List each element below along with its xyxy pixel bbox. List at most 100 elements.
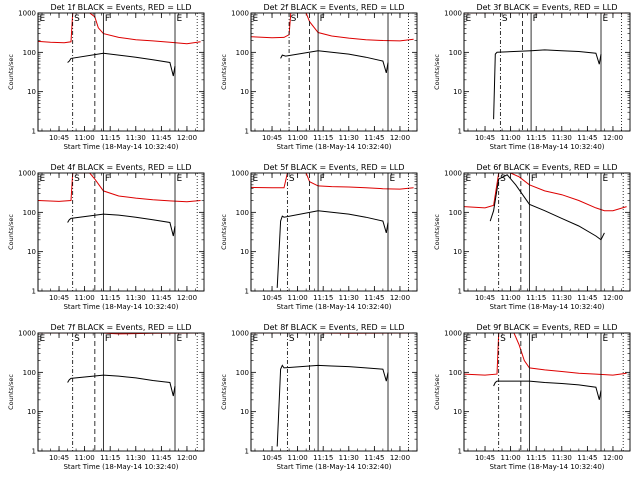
x-tick-label: 11:15 [526, 294, 546, 302]
event-marker-label: E [177, 334, 183, 344]
x-axis-label: Start Time (18-May-14 10:32:40) [276, 303, 391, 311]
x-tick-label: 12:00 [603, 134, 623, 142]
x-tick-label: 10:45 [49, 454, 69, 462]
y-tick-label: 1000 [444, 330, 462, 338]
series-group [251, 173, 414, 288]
y-tick-label: 100 [23, 49, 36, 57]
chart-panel: Det 5f BLACK = Events, RED = LLD Counts/s… [220, 163, 418, 311]
lld-rate-line [464, 173, 627, 212]
x-tick-label: 11:30 [126, 134, 146, 142]
y-tick-label: 10 [240, 408, 249, 416]
x-tick-label: 11:15 [100, 454, 120, 462]
event-rate-line [493, 380, 602, 400]
y-tick-label: 100 [23, 369, 36, 377]
x-tick-label: 11:15 [526, 454, 546, 462]
x-tick-label: 11:30 [126, 454, 146, 462]
y-tick-label: 1 [32, 448, 36, 456]
y-axis-label: Counts/sec [7, 374, 15, 410]
x-tick-label: 11:15 [100, 134, 120, 142]
y-tick-label: 1 [32, 288, 36, 296]
chart-title: Det 6f BLACK = Events, RED = LLD [476, 163, 617, 172]
event-rate-line [67, 213, 176, 237]
y-tick-label: 1000 [444, 10, 462, 18]
y-tick-label: 10 [453, 88, 462, 96]
event-marker-label: E [466, 334, 472, 344]
plot-frame [250, 172, 418, 292]
event-marker-label: S [74, 334, 80, 344]
event-marker-label: E [603, 334, 609, 344]
y-axis-label: Counts/sec [220, 54, 228, 90]
event-marker-label: E [466, 174, 472, 184]
x-axis-label: Start Time (18-May-14 10:32:40) [63, 463, 178, 471]
event-marker-label: F [105, 14, 110, 24]
event-marker-label: E [253, 334, 259, 344]
event-marker-label: E [603, 174, 609, 184]
y-tick-label: 100 [449, 49, 462, 57]
plot-frame [463, 332, 631, 452]
event-marker-label: F [531, 334, 536, 344]
y-tick-label: 10 [27, 248, 36, 256]
event-rate-line [276, 364, 389, 447]
y-axis-label: Counts/sec [220, 214, 228, 250]
x-tick-label: 11:00 [75, 454, 95, 462]
chart-panel: Det 1f BLACK = Events, RED = LLD Counts/s… [7, 3, 205, 151]
event-marker-label: E [177, 174, 183, 184]
y-tick-label: 1000 [18, 10, 36, 18]
y-tick-label: 100 [236, 209, 249, 217]
x-tick-label: 11:30 [339, 454, 359, 462]
event-marker-label: E [253, 174, 259, 184]
lld-rate-line [464, 333, 627, 376]
y-tick-label: 10 [240, 248, 249, 256]
x-tick-label: 12:00 [177, 454, 197, 462]
chart-title: Det 4f BLACK = Events, RED = LLD [50, 163, 191, 172]
x-tick-label: 10:45 [49, 294, 69, 302]
chart-title: Det 8f BLACK = Events, RED = LLD [263, 323, 404, 332]
x-tick-label: 11:30 [126, 294, 146, 302]
event-marker-label: E [177, 14, 183, 24]
event-marker-label: S [500, 334, 506, 344]
x-tick-label: 11:00 [288, 294, 308, 302]
plot-frame [250, 12, 418, 132]
chart-panel: Det 8f BLACK = Events, RED = LLD Counts/s… [220, 323, 418, 471]
chart-title: Det 5f BLACK = Events, RED = LLD [263, 163, 404, 172]
plot-frame [250, 332, 418, 452]
event-marker-label: F [320, 174, 325, 184]
x-tick-label: 12:00 [390, 134, 410, 142]
y-tick-label: 10 [240, 88, 249, 96]
chart-panel: Det 2f BLACK = Events, RED = LLD Counts/s… [220, 3, 418, 151]
x-tick-label: 12:00 [603, 454, 623, 462]
chart-title: Det 9f BLACK = Events, RED = LLD [476, 323, 617, 332]
x-axis-label: Start Time (18-May-14 10:32:40) [489, 463, 604, 471]
chart-title: Det 1f BLACK = Events, RED = LLD [50, 3, 191, 12]
series-group [251, 13, 414, 74]
y-tick-label: 1 [458, 128, 462, 136]
chart-panel: Det 4f BLACK = Events, RED = LLD Counts/s… [7, 163, 205, 311]
x-tick-label: 11:00 [501, 134, 521, 142]
chart-panel: Det 3f BLACK = Events, RED = LLD Counts/s… [433, 3, 631, 151]
x-tick-label: 12:00 [390, 294, 410, 302]
x-tick-label: 11:00 [288, 134, 308, 142]
chart-title: Det 2f BLACK = Events, RED = LLD [263, 3, 404, 12]
x-tick-label: 11:00 [75, 294, 95, 302]
event-marker-label: F [105, 334, 110, 344]
event-rate-line [276, 210, 389, 288]
x-tick-label: 11:15 [313, 294, 333, 302]
event-marker-label: S [74, 174, 80, 184]
y-tick-label: 1 [32, 128, 36, 136]
chart-title: Det 7f BLACK = Events, RED = LLD [50, 323, 191, 332]
event-marker-label: E [253, 14, 259, 24]
plot-frame [463, 172, 631, 292]
event-marker-label: E [603, 14, 609, 24]
x-tick-label: 11:30 [552, 454, 572, 462]
event-marker-label: E [40, 174, 46, 184]
y-tick-label: 1000 [231, 330, 249, 338]
event-marker-label: E [390, 174, 396, 184]
event-marker-label: F [320, 334, 325, 344]
x-tick-label: 10:45 [475, 454, 495, 462]
plot-frame [463, 12, 631, 132]
x-tick-label: 11:45 [151, 294, 171, 302]
y-tick-label: 1 [245, 288, 249, 296]
y-tick-label: 10 [453, 248, 462, 256]
event-marker-label: S [74, 14, 80, 24]
y-tick-label: 1 [245, 128, 249, 136]
